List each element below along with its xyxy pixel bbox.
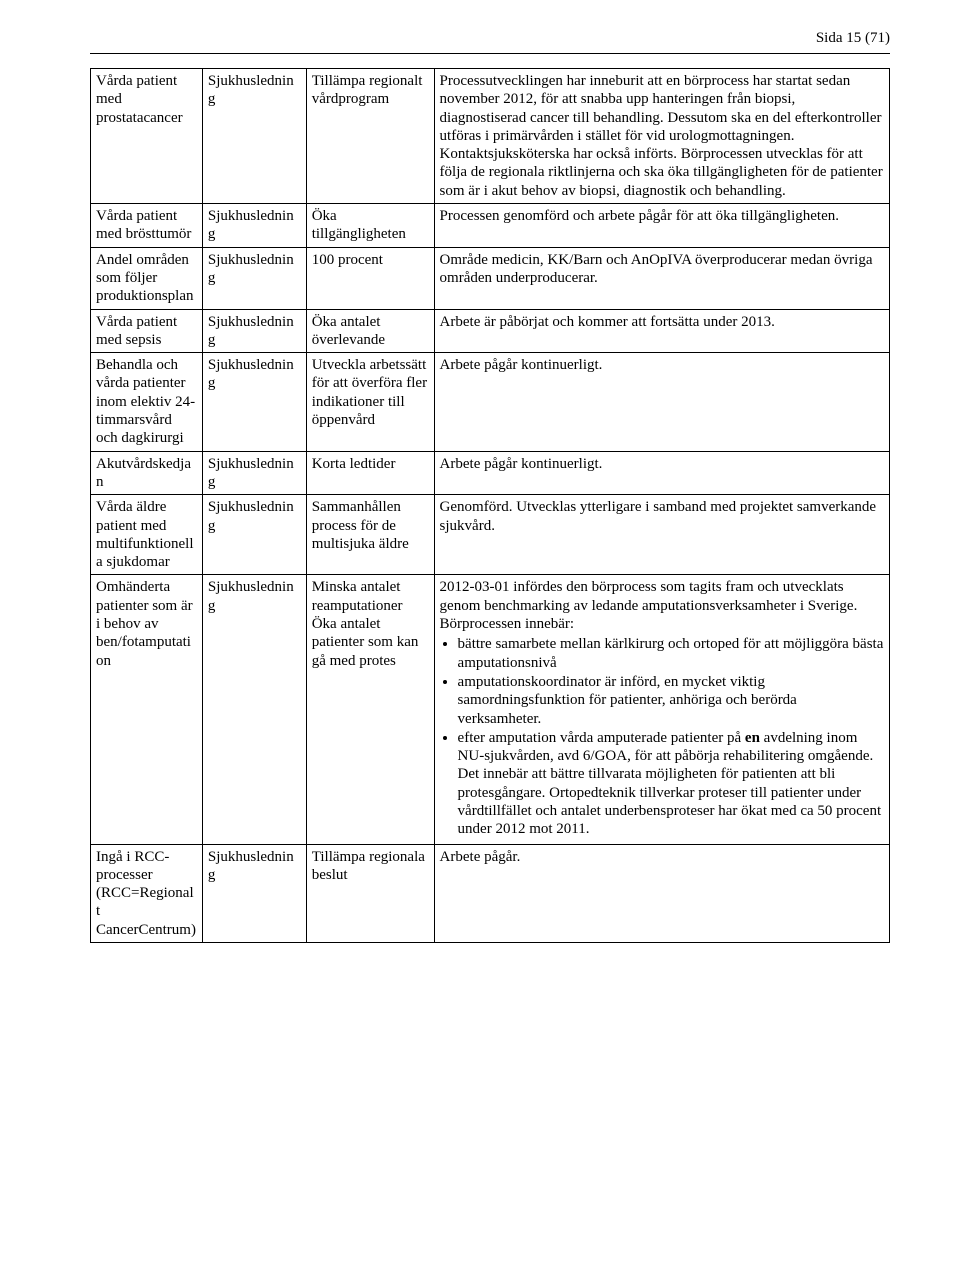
table-row: Vårda patient med sepsisSjukhusledningÖk… bbox=[91, 309, 890, 353]
result-intro: 2012-03-01 infördes den börprocess som t… bbox=[440, 578, 884, 633]
col-result: Arbete pågår kontinuerligt. bbox=[434, 353, 889, 451]
col-goal: Utveckla arbetssätt för att överföra fle… bbox=[306, 353, 434, 451]
col-owner: Sjukhusledning bbox=[202, 575, 306, 844]
col-goal: Öka antalet överlevande bbox=[306, 309, 434, 353]
col-goal: Öka tillgängligheten bbox=[306, 204, 434, 248]
page-number: Sida 15 (71) bbox=[90, 30, 890, 47]
table-row: Ingå i RCC-processer (RCC=Regionalt Canc… bbox=[91, 844, 890, 942]
col-owner: Sjukhusledning bbox=[202, 204, 306, 248]
col-goal: Korta ledtider bbox=[306, 451, 434, 495]
content-table: Vårda patient med prostatacancerSjukhusl… bbox=[90, 68, 890, 943]
col-goal: Tillämpa regionala beslut bbox=[306, 844, 434, 942]
header-rule bbox=[90, 53, 890, 54]
table-row: Vårda äldre patient med multifunktionell… bbox=[91, 495, 890, 575]
col-result: Arbete är påbörjat och kommer att fortsä… bbox=[434, 309, 889, 353]
page: Sida 15 (71) Vårda patient med prostatac… bbox=[0, 0, 960, 983]
col-goal: Minska antalet reamputationer Öka antale… bbox=[306, 575, 434, 844]
table-row: Vårda patient med prostatacancerSjukhusl… bbox=[91, 69, 890, 204]
col-goal: Sammanhållen process för de multisjuka ä… bbox=[306, 495, 434, 575]
col-owner: Sjukhusledning bbox=[202, 69, 306, 204]
col-goal: Tillämpa regionalt vårdprogram bbox=[306, 69, 434, 204]
col-process: Vårda patient med brösttumör bbox=[91, 204, 203, 248]
col-process: Vårda patient med prostatacancer bbox=[91, 69, 203, 204]
col-owner: Sjukhusledning bbox=[202, 844, 306, 942]
bold-text: en bbox=[745, 730, 760, 746]
table-row: Behandla och vårda patienter inom elekti… bbox=[91, 353, 890, 451]
result-bullets: bättre samarbete mellan kärlkirurg och o… bbox=[440, 635, 884, 838]
col-owner: Sjukhusledning bbox=[202, 451, 306, 495]
table-row: Andel områden som följer produktionsplan… bbox=[91, 247, 890, 309]
col-owner: Sjukhusledning bbox=[202, 353, 306, 451]
col-process: Vårda äldre patient med multifunktionell… bbox=[91, 495, 203, 575]
col-process: Behandla och vårda patienter inom elekti… bbox=[91, 353, 203, 451]
table-row: AkutvårdskedjanSjukhusledningKorta ledti… bbox=[91, 451, 890, 495]
col-goal: 100 procent bbox=[306, 247, 434, 309]
col-owner: Sjukhusledning bbox=[202, 247, 306, 309]
col-owner: Sjukhusledning bbox=[202, 309, 306, 353]
col-process: Andel områden som följer produktionsplan bbox=[91, 247, 203, 309]
col-result: Processen genomförd och arbete pågår för… bbox=[434, 204, 889, 248]
list-item: bättre samarbete mellan kärlkirurg och o… bbox=[458, 635, 884, 672]
list-item: efter amputation vårda amputerade patien… bbox=[458, 729, 884, 839]
col-result: Arbete pågår. bbox=[434, 844, 889, 942]
col-result: Område medicin, KK/Barn och AnOpIVA över… bbox=[434, 247, 889, 309]
col-result: Arbete pågår kontinuerligt. bbox=[434, 451, 889, 495]
col-result: Processutvecklingen har inneburit att en… bbox=[434, 69, 889, 204]
col-process: Akutvårdskedjan bbox=[91, 451, 203, 495]
col-result: 2012-03-01 infördes den börprocess som t… bbox=[434, 575, 889, 844]
col-process: Ingå i RCC-processer (RCC=Regionalt Canc… bbox=[91, 844, 203, 942]
list-item: amputationskoordinator är införd, en myc… bbox=[458, 673, 884, 728]
col-process: Vårda patient med sepsis bbox=[91, 309, 203, 353]
col-process: Omhänderta patienter som är i behov av b… bbox=[91, 575, 203, 844]
table-row: Omhänderta patienter som är i behov av b… bbox=[91, 575, 890, 844]
table-row: Vårda patient med brösttumörSjukhusledni… bbox=[91, 204, 890, 248]
col-result: Genomförd. Utvecklas ytterligare i samba… bbox=[434, 495, 889, 575]
col-owner: Sjukhusledning bbox=[202, 495, 306, 575]
